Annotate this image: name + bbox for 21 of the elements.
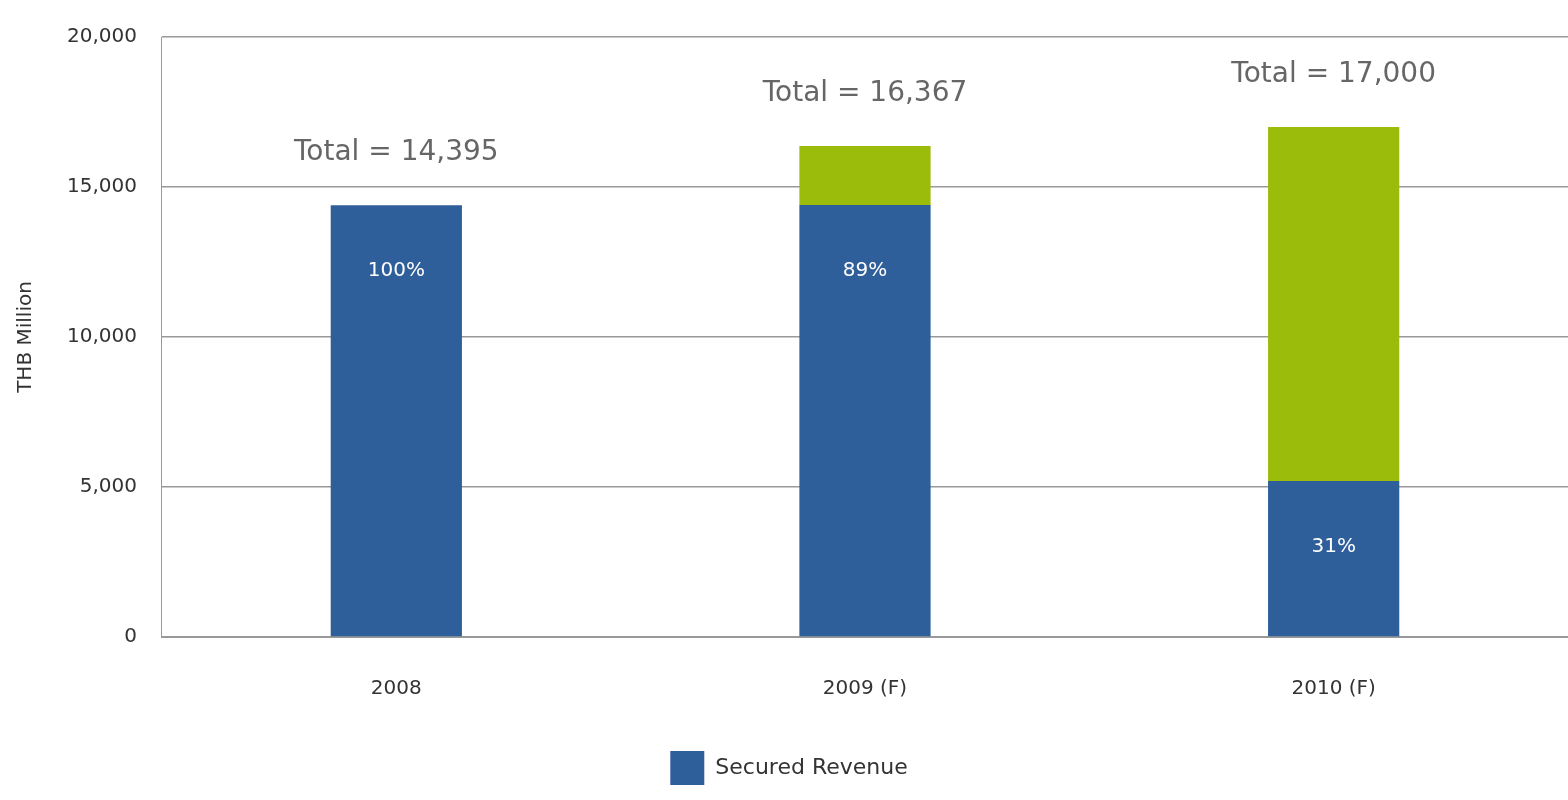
y-tick-label: 20,000 [67, 23, 137, 48]
x-tick-label: 2010 (F) [1291, 675, 1376, 700]
annotation: 31% [1311, 533, 1356, 558]
bar [799, 205, 931, 637]
legend-label: Secured Revenue [715, 753, 908, 779]
x-tick-label: 2008 [370, 675, 422, 700]
y-tick-label: 15,000 [67, 173, 137, 198]
x-tick-label: 2009 (F) [822, 675, 908, 700]
bar [1268, 481, 1400, 637]
bar [1268, 127, 1400, 481]
total-label: Total = 17,000 [1230, 56, 1436, 90]
y-tick-label: 5,000 [79, 473, 137, 498]
total-label: Total = 14,395 [293, 134, 499, 168]
total-label: Total = 16,367 [761, 75, 968, 109]
bar [330, 205, 462, 637]
annotation: 89% [842, 257, 888, 282]
bar [799, 145, 931, 205]
y-tick-label: 0 [124, 623, 137, 648]
annotation: 100% [367, 257, 425, 282]
y-tick-label: 10,000 [67, 323, 137, 348]
y-axis-title: THB Million [12, 281, 37, 394]
